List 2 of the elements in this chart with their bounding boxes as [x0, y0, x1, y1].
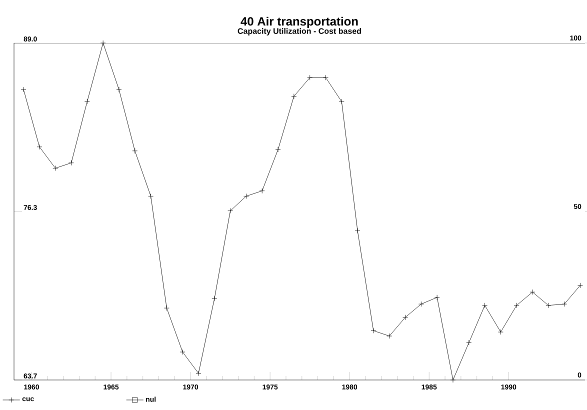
- chart-subtitle: Capacity Utilization - Cost based: [238, 28, 361, 36]
- chart-title: 40 Air transportation: [240, 16, 358, 28]
